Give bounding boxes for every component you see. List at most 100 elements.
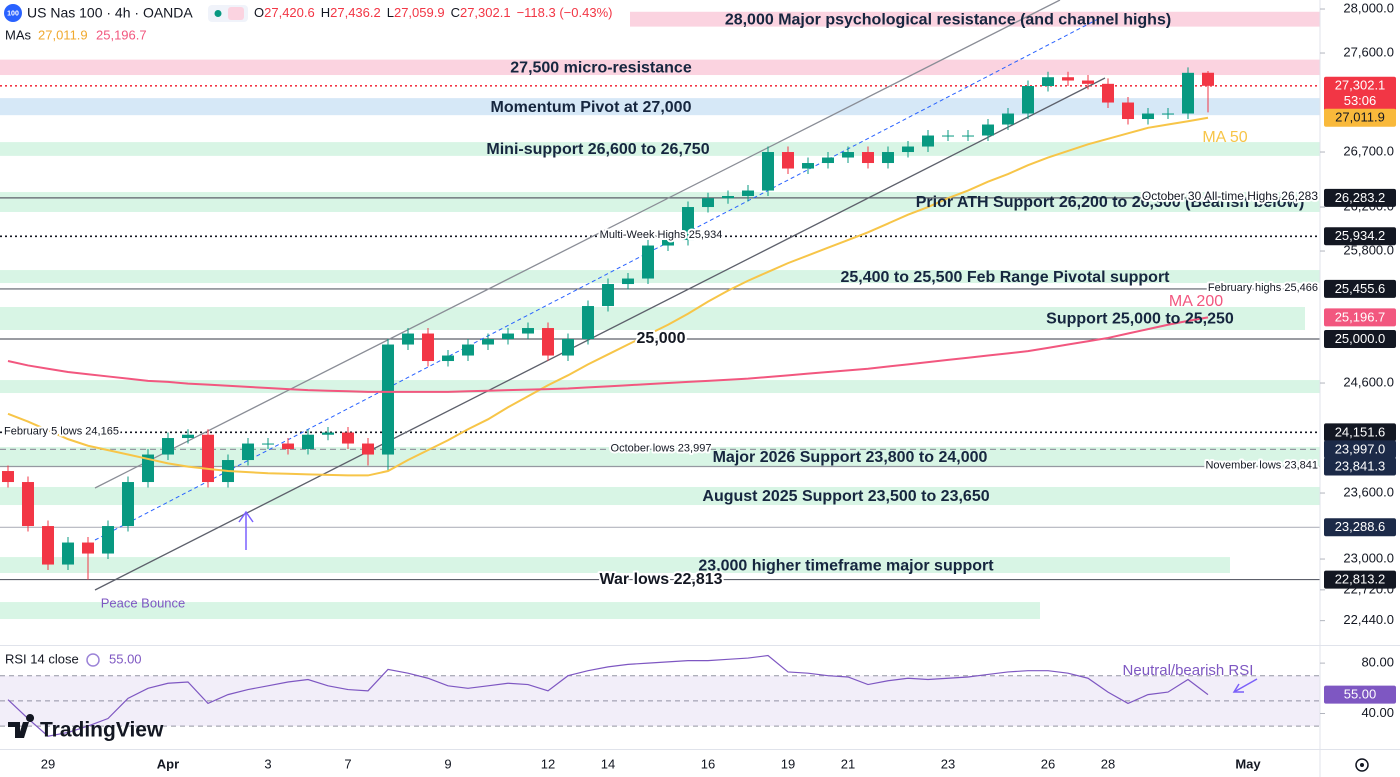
candle-body: [522, 328, 534, 334]
candle-body: [782, 152, 794, 169]
level-label: Multi-Week Highs 25,934: [600, 229, 723, 241]
level-label: October lows 23,997: [611, 442, 712, 454]
x-tick-label: 23: [941, 756, 955, 771]
ma-line: [7, 316, 1209, 393]
candle-body: [1062, 77, 1074, 81]
price-badge: [1324, 76, 1396, 111]
price-badge-label: 23,997.0: [1335, 441, 1386, 456]
x-tick-label: 29: [41, 756, 55, 771]
y-tick-label: 23,000.0: [1343, 550, 1394, 565]
x-tick-label: May: [1235, 756, 1261, 771]
ma-label: MA 50: [1202, 129, 1247, 146]
candle-body: [22, 482, 34, 527]
zone-label: 25,400 to 25,500 Feb Range Pivotal suppo…: [841, 269, 1171, 286]
candle-body: [302, 434, 314, 450]
candle-body: [322, 432, 334, 435]
candle-body: [622, 278, 634, 285]
y-tick-label: 27,600.0: [1343, 44, 1394, 59]
level-label: February 5 lows 24,165: [4, 425, 119, 437]
quote-value: 27,436.2: [330, 5, 381, 20]
x-tick-label: 14: [601, 756, 615, 771]
candle-body: [742, 190, 754, 197]
price-badge: [1324, 108, 1396, 127]
candle-body: [1122, 102, 1134, 120]
candle-body: [642, 245, 654, 279]
zone: [0, 380, 1320, 394]
y-tick-label: 80.00: [1361, 655, 1394, 670]
settings-icon[interactable]: [1355, 758, 1369, 772]
candles: [2, 67, 1214, 580]
quote: O27,420.6 H27,436.2 L27,059.9 C27,302.1 −118…: [254, 5, 612, 20]
candle-body: [1022, 86, 1034, 114]
candle-body: [422, 333, 434, 362]
rsi-value: 55.00: [109, 651, 142, 666]
quote-key: O: [254, 5, 264, 20]
candle-body: [202, 434, 214, 483]
candle-body: [882, 152, 894, 164]
candle-body: [122, 482, 134, 527]
candle-body: [662, 240, 674, 246]
zone: [0, 98, 1320, 116]
brand: TradingView: [40, 719, 164, 742]
quote-value: 27,302.1: [460, 5, 511, 20]
candle-body: [182, 434, 194, 439]
candle-body: [1102, 83, 1114, 103]
price-badge-label: 26,283.2: [1335, 190, 1386, 205]
x-tick-label: Apr: [157, 756, 179, 771]
candle-body: [282, 443, 294, 450]
arrow-head: [238, 510, 254, 523]
candle-body: [262, 443, 274, 445]
ma-line: [7, 116, 1209, 477]
candle-body: [82, 542, 94, 554]
candle-body: [982, 124, 994, 136]
zone-label: Major 2026 Support 23,800 to 24,000: [713, 449, 988, 466]
brand-logo: [8, 714, 35, 738]
channel-upper: [94, 0, 1061, 489]
rsi-badge: [1324, 685, 1396, 704]
price-badge: [1324, 518, 1396, 537]
y-tick-label: 26,700.0: [1343, 143, 1394, 158]
price-badge-label: 25,196.7: [1335, 309, 1386, 324]
candle-body: [142, 454, 154, 483]
zone-label: August 2025 Support 23,500 to 23,650: [702, 488, 989, 505]
annotation: Neutral/bearish RSI: [1123, 662, 1254, 679]
candle-body: [482, 339, 494, 345]
candle-body: [42, 526, 54, 565]
price-badge-label: 23,841.3: [1335, 458, 1386, 473]
symbol: US Nas 100 · 4h · OANDA: [27, 5, 193, 21]
candle-body: [942, 135, 954, 137]
x-tick-label: 26: [1041, 756, 1055, 771]
axes: 28,000.027,600.026,700.026,200.025,800.0…: [41, 0, 1396, 771]
y-tick-label: 24,600.0: [1343, 374, 1394, 389]
candle-body: [542, 328, 554, 356]
x-tick-label: 19: [781, 756, 795, 771]
x-tick-label: 16: [701, 756, 715, 771]
rsi-line: [7, 654, 1209, 737]
candle-body: [502, 333, 514, 340]
price-badge-label: 24,151.6: [1335, 424, 1386, 439]
candle-body: [602, 284, 614, 307]
rsi-badge-label: 55.00: [1344, 687, 1377, 702]
y-tick-label: 28,000.0: [1343, 0, 1394, 15]
quote-change: −118.3 (−0.43%): [517, 5, 613, 20]
candle-body: [1182, 72, 1194, 114]
candle-body: [682, 207, 694, 241]
candle-body: [1202, 72, 1214, 86]
level-label: February highs 25,466: [1208, 282, 1318, 294]
x-tick-label: 12: [541, 756, 555, 771]
candle-body: [702, 198, 714, 208]
candle-body: [402, 333, 414, 345]
mas-label: MAs: [5, 27, 32, 42]
price-badge: [1324, 330, 1396, 349]
level-label: November lows 23,841: [1205, 459, 1318, 471]
rsi-band: [0, 675, 1320, 727]
candle-body: [722, 196, 734, 199]
candle-body: [902, 146, 914, 153]
zone-label: Support 25,000 to 25,250: [1046, 311, 1234, 328]
candle-body: [762, 152, 774, 191]
annotation: Peace Bounce: [101, 595, 186, 610]
status-box: [228, 7, 244, 20]
ma-value: 27,011.9: [38, 27, 88, 42]
